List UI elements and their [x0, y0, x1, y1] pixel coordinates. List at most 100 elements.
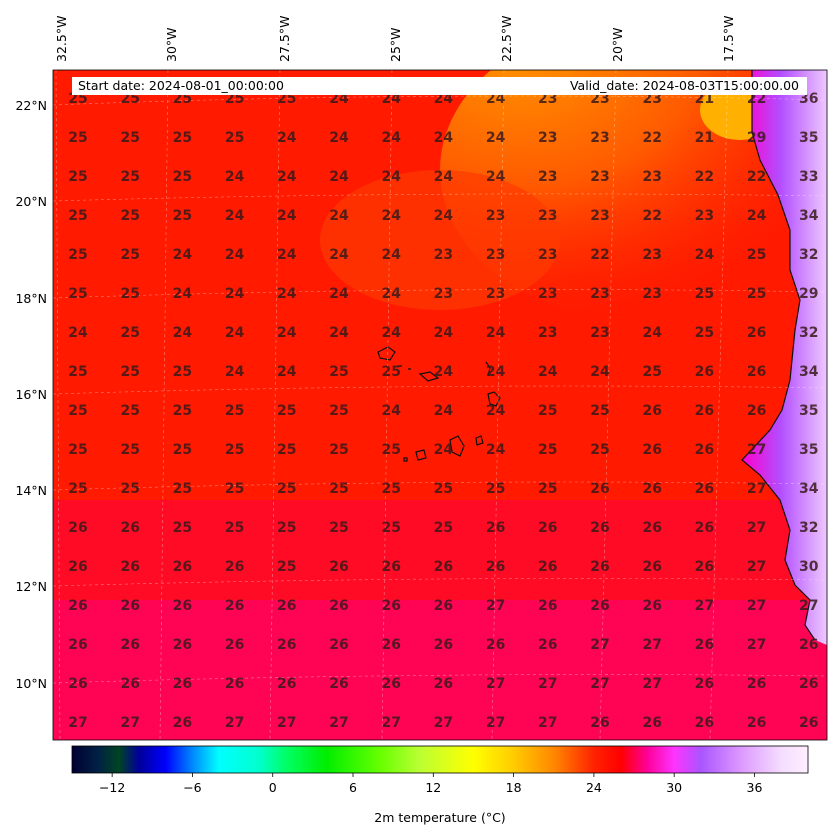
temperature-value: 25 [173, 91, 192, 107]
temperature-value: 26 [381, 637, 400, 653]
temperature-value: 23 [642, 169, 661, 185]
temperature-value: 27 [747, 637, 766, 653]
temperature-value: 24 [434, 130, 454, 146]
longitude-label: 25°W [388, 27, 403, 62]
temperature-value: 24 [434, 91, 454, 107]
temperature-value: 25 [642, 364, 661, 380]
temperature-value: 24 [277, 130, 297, 146]
temperature-value: 26 [590, 520, 609, 536]
colorbar-tick-label: 0 [269, 780, 277, 795]
temperature-value: 25 [277, 481, 296, 497]
temperature-value: 24 [434, 442, 454, 458]
temperature-value: 23 [434, 286, 453, 302]
temperature-value: 26 [68, 637, 87, 653]
temperature-value: 25 [695, 286, 714, 302]
temperature-value: 25 [68, 403, 87, 419]
temperature-value: 25 [329, 481, 348, 497]
temperature-value: 26 [68, 676, 87, 692]
temperature-value: 27 [538, 715, 557, 731]
temperature-value: 26 [747, 403, 766, 419]
temperature-value: 24 [434, 364, 454, 380]
temperature-value: 24 [225, 169, 245, 185]
temperature-value: 24 [381, 247, 401, 263]
temperature-value: 25 [225, 91, 244, 107]
temperature-value: 30 [799, 559, 819, 575]
temperature-value: 26 [642, 559, 661, 575]
temperature-value: 27 [747, 598, 766, 614]
temperature-value: 25 [173, 442, 192, 458]
temperature-value: 26 [747, 325, 766, 341]
temperature-value: 23 [486, 208, 505, 224]
temperature-value: 25 [329, 403, 348, 419]
temperature-value: 26 [695, 715, 714, 731]
temperature-value: 26 [225, 676, 244, 692]
temperature-value: 25 [120, 364, 139, 380]
temperature-value: 24 [173, 247, 193, 263]
temperature-value: 25 [173, 208, 192, 224]
temperature-value: 27 [225, 715, 244, 731]
temperature-value: 26 [642, 403, 661, 419]
temperature-value: 25 [538, 481, 557, 497]
graticule [53, 70, 827, 740]
temperature-value: 23 [538, 286, 557, 302]
temperature-value: 26 [329, 559, 348, 575]
temperature-value: 24 [695, 247, 715, 263]
temperature-value: 25 [173, 403, 192, 419]
temperature-value: 25 [747, 247, 766, 263]
temperature-value: 24 [486, 325, 506, 341]
temperature-value-grid: 25 25 25 25 25 24 24 24 24 23 23 23 21 22 36 25 25 25 25 24… [68, 91, 819, 731]
temperature-value: 25 [381, 364, 400, 380]
africa-coastline [741, 70, 816, 641]
latitude-label: 14°N [15, 483, 47, 498]
longitude-label: 17.5°W [721, 16, 736, 62]
colorbar-tick-label: 30 [666, 780, 682, 795]
temperature-value: 26 [381, 598, 400, 614]
temperature-value: 25 [277, 442, 296, 458]
temperature-value: 25 [120, 169, 139, 185]
temperature-value: 26 [590, 715, 609, 731]
temperature-value: 25 [173, 520, 192, 536]
temperature-value: 25 [277, 403, 296, 419]
temperature-value: 23 [590, 169, 609, 185]
temperature-value: 26 [120, 559, 139, 575]
temperature-value: 26 [381, 676, 400, 692]
date-header: Start date: 2024-08-01_00:00:00 Valid_da… [72, 77, 807, 95]
temperature-value: 25 [120, 130, 139, 146]
temperature-value: 26 [799, 637, 818, 653]
temperature-value: 26 [173, 637, 192, 653]
longitude-label: 32.5°W [54, 16, 69, 62]
temperature-value: 26 [68, 520, 87, 536]
temperature-value: 26 [173, 598, 192, 614]
temperature-value: 22 [747, 169, 766, 185]
colorbar-tick-label: 18 [506, 780, 522, 795]
temperature-value: 25 [120, 325, 139, 341]
temperature-value: 23 [695, 208, 714, 224]
temperature-value: 35 [799, 442, 818, 458]
temperature-value: 23 [434, 247, 453, 263]
temperature-value: 24 [590, 364, 610, 380]
colorbar-bar [71, 745, 809, 774]
temperature-value: 25 [590, 442, 609, 458]
temperature-value: 26 [173, 715, 192, 731]
temperature-value: 25 [225, 520, 244, 536]
temperature-value: 24 [225, 286, 245, 302]
temperature-value: 23 [538, 130, 557, 146]
temperature-value: 24 [381, 91, 401, 107]
temperature-value: 27 [486, 676, 505, 692]
temperature-value: 25 [329, 364, 348, 380]
temperature-value: 26 [434, 676, 453, 692]
temperature-value: 23 [538, 325, 557, 341]
temperature-value: 26 [695, 442, 714, 458]
temperature-value: 26 [329, 676, 348, 692]
latitude-label: 18°N [15, 291, 47, 306]
temperature-value: 27 [434, 715, 453, 731]
temperature-value: 32 [799, 520, 818, 536]
colorbar-tick-label: 12 [425, 780, 441, 795]
temperature-value: 26 [277, 637, 296, 653]
temperature-value: 26 [120, 520, 139, 536]
temperature-value: 26 [486, 559, 505, 575]
latitude-label: 16°N [15, 387, 47, 402]
temperature-value: 25 [277, 559, 296, 575]
temperature-value: 35 [799, 130, 818, 146]
temperature-value: 26 [277, 598, 296, 614]
